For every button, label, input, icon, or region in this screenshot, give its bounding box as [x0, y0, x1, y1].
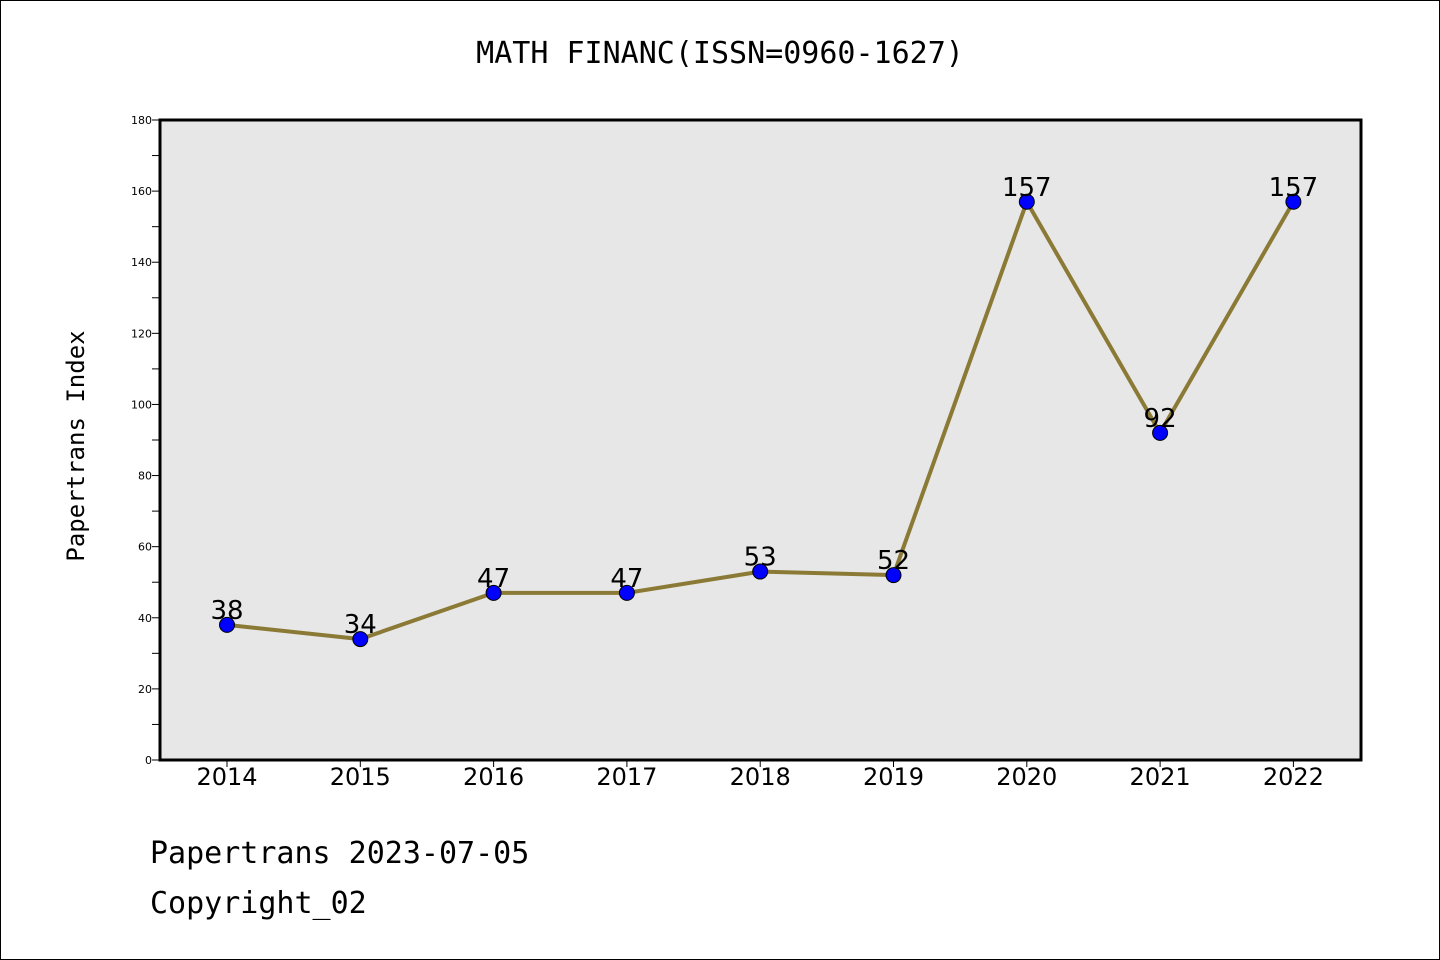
data-point: [752, 563, 769, 580]
y-tick-label: 20: [138, 683, 152, 696]
y-tick-label: 160: [131, 185, 152, 198]
y-tick-label: 100: [131, 398, 152, 411]
x-tick-label: 2017: [596, 763, 657, 791]
x-axis: 2014 2015 2016 2017 2018 2019 2020 2021 2022: [196, 760, 1324, 791]
data-label: 92: [1144, 404, 1177, 434]
footer-date: Papertrans 2023-07-05: [150, 836, 530, 871]
data-point: [352, 631, 369, 648]
x-tick-label: 2018: [730, 763, 791, 791]
data-label: 52: [877, 546, 910, 576]
x-tick-label: 2022: [1263, 763, 1324, 791]
y-axis: 0 20 40 60 80 100 120 140 160 180: [131, 114, 160, 767]
y-tick-label: 180: [131, 114, 152, 127]
data-label: 34: [344, 610, 377, 640]
data-label: 53: [744, 543, 777, 573]
y-tick-label: 140: [131, 256, 152, 269]
x-tick-label: 2015: [330, 763, 391, 791]
data-point: [1152, 424, 1169, 441]
plot-area: [160, 120, 1361, 760]
x-tick-label: 2020: [996, 763, 1057, 791]
data-label: 47: [477, 564, 510, 594]
data-point: [1285, 193, 1302, 210]
chart-title: MATH FINANC(ISSN=0960-1627): [476, 36, 964, 71]
data-point: [1018, 193, 1035, 210]
y-tick-label: 120: [131, 327, 152, 340]
data-labels: 38 34 47 47 53 52 157 92 157: [210, 173, 1318, 640]
data-label: 47: [610, 564, 643, 594]
data-point: [219, 616, 235, 633]
y-tick-label: 80: [138, 470, 152, 483]
x-tick-label: 2021: [1130, 763, 1191, 791]
x-tick-label: 2019: [863, 763, 924, 791]
y-tick-label: 40: [138, 612, 152, 625]
data-point: [485, 584, 502, 601]
footer-copyright: Copyright_02: [150, 886, 367, 921]
y-tick-label: 60: [138, 541, 152, 554]
data-label: 38: [210, 596, 243, 626]
data-point: [885, 567, 902, 584]
y-tick-label: 0: [145, 754, 152, 767]
data-points: [219, 193, 1302, 648]
data-label: 157: [1269, 173, 1319, 203]
plot-border: [158, 118, 1363, 762]
data-point: [618, 584, 635, 601]
x-tick-label: 2014: [196, 763, 257, 791]
data-label: 157: [1002, 173, 1052, 203]
x-tick-label: 2016: [463, 763, 524, 791]
